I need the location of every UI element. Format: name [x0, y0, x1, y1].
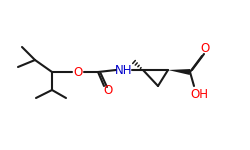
Text: O: O: [74, 66, 82, 78]
Text: O: O: [200, 42, 209, 54]
Text: NH: NH: [115, 63, 133, 76]
Text: O: O: [104, 84, 112, 98]
Text: OH: OH: [190, 87, 208, 100]
Polygon shape: [168, 69, 190, 75]
